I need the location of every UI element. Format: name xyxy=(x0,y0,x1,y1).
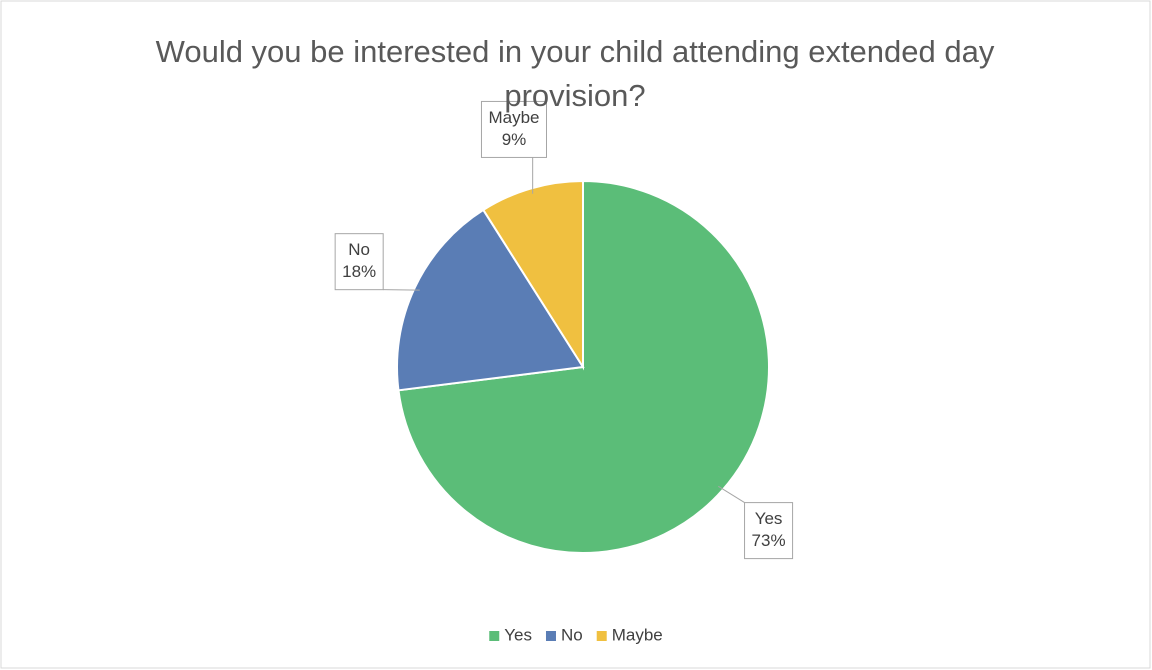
pie-slice xyxy=(481,179,584,371)
legend: Yes No Maybe xyxy=(489,625,663,644)
chart-title: Would you be interested in your child at… xyxy=(155,34,995,113)
label-category: Yes xyxy=(755,509,783,528)
legend-swatch xyxy=(545,631,556,641)
label-category: No xyxy=(348,240,370,259)
legend-label: No xyxy=(561,625,583,644)
label-box xyxy=(744,502,794,560)
legend-label: Maybe xyxy=(612,625,663,644)
legend-swatch xyxy=(489,631,500,641)
label-value: 18% xyxy=(342,262,376,281)
leader-line xyxy=(383,289,420,291)
leader-line xyxy=(718,485,745,504)
label-value: 73% xyxy=(752,531,786,550)
data-label: Yes 73% xyxy=(718,485,794,560)
label-value: 9% xyxy=(502,130,527,149)
pie-slice xyxy=(396,208,585,392)
data-label: Maybe 9% xyxy=(480,100,547,194)
legend-label: Yes xyxy=(504,625,532,644)
label-box xyxy=(334,233,384,291)
legend-swatch xyxy=(596,631,607,641)
label-box xyxy=(480,100,547,158)
label-category: Maybe xyxy=(488,108,539,127)
data-label: No 18% xyxy=(334,233,420,291)
